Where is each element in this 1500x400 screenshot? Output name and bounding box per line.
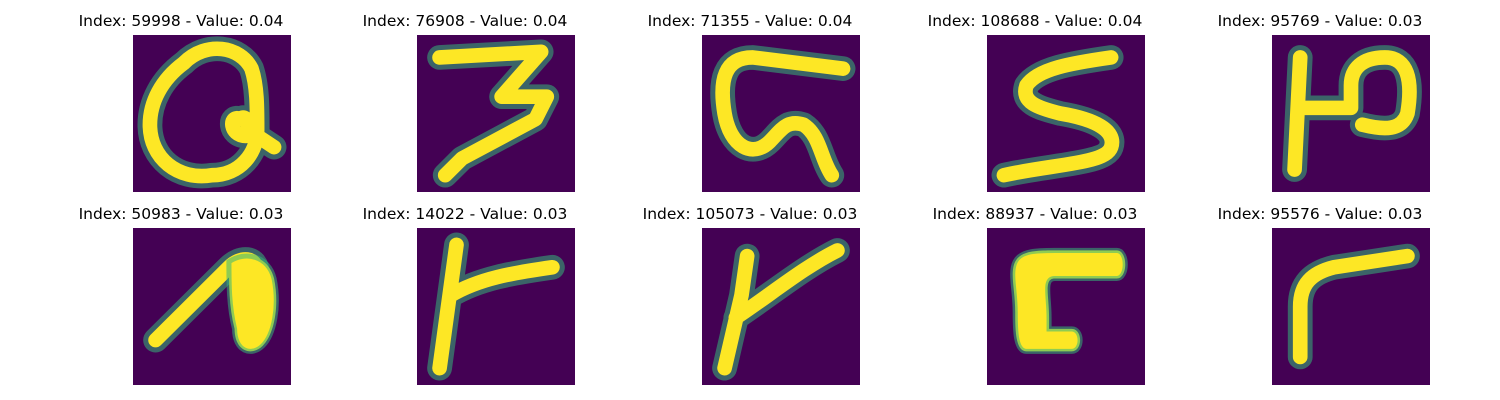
digit-image-bold-c (987, 228, 1145, 385)
digit-image-s (987, 35, 1145, 192)
image-panel: Index: 95769 - Value: 0.03 (1170, 0, 1470, 193)
panel-title: Index: 108688 - Value: 0.04 (927, 12, 1143, 30)
image-panel: Index: 105073 - Value: 0.03 (600, 193, 900, 386)
digit-image-filled-n (133, 228, 291, 385)
image-panel: Index: 14022 - Value: 0.03 (315, 193, 615, 386)
panel-title: Index: 95769 - Value: 0.03 (1217, 12, 1423, 30)
panel-title: Index: 105073 - Value: 0.03 (642, 205, 858, 223)
image-panel: Index: 95576 - Value: 0.03 (1170, 193, 1470, 386)
image-panel: Index: 50983 - Value: 0.03 (31, 193, 331, 386)
image-panel: Index: 71355 - Value: 0.04 (600, 0, 900, 193)
panel-title: Index: 14022 - Value: 0.03 (362, 205, 568, 223)
image-panel: Index: 108688 - Value: 0.04 (885, 0, 1185, 193)
digit-image-three (417, 35, 575, 192)
digit-image-looped-g (702, 35, 860, 192)
panel-title: Index: 59998 - Value: 0.04 (78, 12, 284, 30)
panel-title: Index: 95576 - Value: 0.03 (1217, 205, 1423, 223)
panel-title: Index: 50983 - Value: 0.03 (78, 205, 284, 223)
digit-image-looped-a (133, 35, 291, 192)
image-panel: Index: 76908 - Value: 0.04 (315, 0, 615, 193)
digit-image-k (702, 228, 860, 385)
panel-title: Index: 76908 - Value: 0.04 (362, 12, 568, 30)
image-panel: Index: 88937 - Value: 0.03 (885, 193, 1185, 386)
panel-title: Index: 71355 - Value: 0.04 (647, 12, 853, 30)
panel-title: Index: 88937 - Value: 0.03 (932, 205, 1138, 223)
image-panel: Index: 59998 - Value: 0.04 (31, 0, 331, 193)
digit-image-r (1272, 228, 1430, 385)
digit-image-t (417, 228, 575, 385)
digit-image-h (1272, 35, 1430, 192)
